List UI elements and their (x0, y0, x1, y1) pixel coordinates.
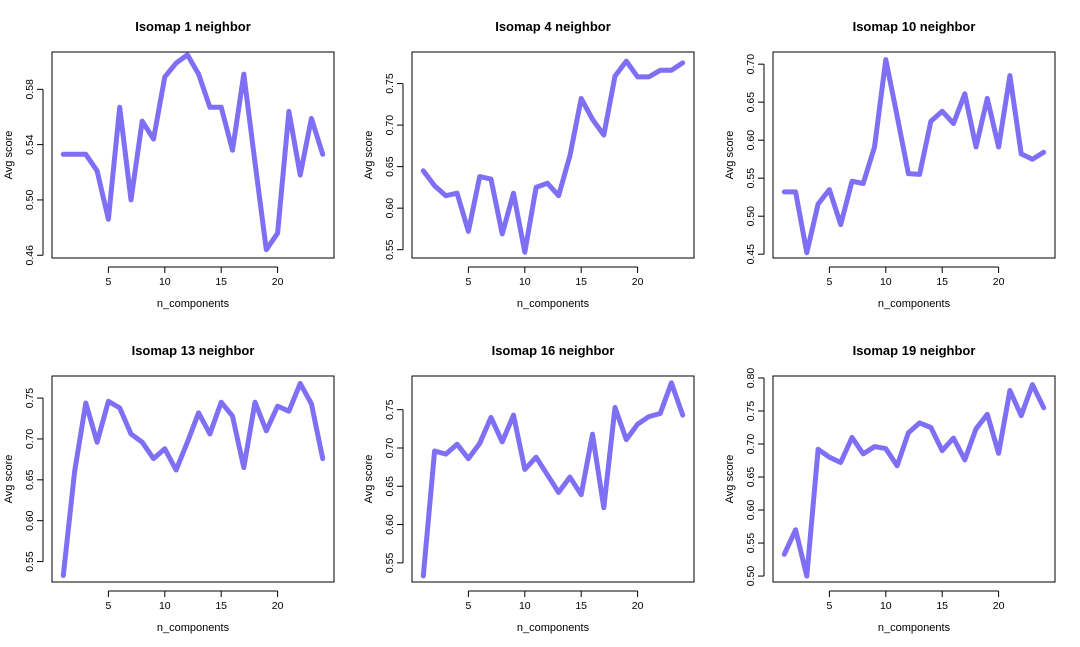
chart-title: Isomap 10 neighbor (853, 19, 976, 34)
x-tick-label: 20 (272, 600, 284, 612)
x-tick-label: 5 (826, 276, 832, 288)
series-line (781, 382, 1047, 579)
y-tick-label: 0.54 (24, 134, 36, 155)
y-tick-label: 0.65 (745, 92, 757, 113)
y-tick-label: 0.46 (24, 245, 36, 266)
x-axis-label: n_components (878, 298, 951, 310)
x-axis-label: n_components (878, 622, 951, 634)
plot-frame (411, 375, 695, 583)
x-tick-label: 5 (105, 600, 111, 612)
y-tick-label: 0.55 (745, 533, 757, 554)
y-tick-label: 0.58 (24, 79, 36, 100)
x-tick-label: 10 (519, 276, 531, 288)
y-tick-label: 0.55 (384, 552, 396, 573)
chart-title: Isomap 16 neighbor (492, 343, 615, 358)
y-tick-label: 0.60 (384, 198, 396, 219)
y-tick-label: 0.75 (745, 401, 757, 422)
x-tick-label: 20 (632, 276, 644, 288)
y-tick-label: 0.45 (745, 244, 757, 265)
y-tick-label: 0.55 (745, 168, 757, 189)
x-tick-label: 5 (465, 276, 471, 288)
x-tick-label: 20 (993, 600, 1005, 612)
y-axis-label: Avg score (3, 131, 15, 180)
y-tick-label: 0.70 (745, 434, 757, 455)
y-tick-label: 0.65 (384, 476, 396, 497)
x-tick-label: 10 (159, 276, 171, 288)
x-tick-label: 10 (159, 600, 171, 612)
y-tick-label: 0.55 (24, 551, 36, 572)
x-tick-label: 5 (465, 600, 471, 612)
x-tick-label: 10 (880, 600, 892, 612)
x-tick-label: 15 (215, 276, 227, 288)
y-tick-label: 0.75 (24, 388, 36, 409)
y-tick-label: 0.70 (384, 438, 396, 459)
chart-panel: Isomap 1 neighbor 5 10 15 20 0.46 0.50 0.54 0.58… (3, 19, 335, 310)
chart-panel: Isomap 16 neighbor 5 10 15 20 0.55 0.60 0.65 0.7… (363, 343, 695, 634)
y-tick-label: 0.65 (24, 469, 36, 490)
y-tick-label: 0.65 (384, 156, 396, 177)
y-tick-label: 0.50 (745, 206, 757, 227)
x-axis-label: n_components (517, 298, 590, 310)
y-tick-label: 0.55 (384, 239, 396, 260)
y-tick-label: 0.80 (745, 368, 757, 389)
plot-frame (772, 375, 1056, 583)
y-tick-label: 0.60 (745, 130, 757, 151)
y-axis-label: Avg score (363, 131, 375, 180)
series-line (420, 380, 686, 579)
series-line (420, 58, 686, 255)
y-tick-label: 0.70 (745, 54, 757, 75)
y-tick-label: 0.60 (745, 500, 757, 521)
series-line (60, 52, 326, 253)
y-axis-label: Avg score (3, 455, 15, 504)
x-tick-label: 15 (936, 600, 948, 612)
x-axis-label: n_components (157, 622, 230, 634)
y-tick-label: 0.70 (384, 115, 396, 136)
x-tick-label: 15 (575, 276, 587, 288)
x-tick-label: 20 (993, 276, 1005, 288)
y-axis-label: Avg score (363, 455, 375, 504)
plot-frame (772, 51, 1056, 259)
plot-frame (51, 51, 335, 259)
x-tick-label: 20 (272, 276, 284, 288)
series-line (60, 380, 326, 578)
x-axis-label: n_components (157, 298, 230, 310)
y-tick-label: 0.60 (384, 514, 396, 535)
x-axis-label: n_components (517, 622, 590, 634)
chart-panel: Isomap 10 neighbor 5 10 15 20 0.45 0.50 0.55 0.6… (724, 19, 1056, 310)
plot-frame (411, 51, 695, 259)
x-tick-label: 15 (215, 600, 227, 612)
y-tick-label: 0.75 (384, 73, 396, 94)
x-tick-label: 15 (936, 276, 948, 288)
y-tick-label: 0.50 (745, 566, 757, 587)
y-tick-label: 0.75 (384, 399, 396, 420)
y-tick-label: 0.70 (24, 429, 36, 450)
chart-title: Isomap 4 neighbor (495, 19, 611, 34)
x-tick-label: 5 (826, 600, 832, 612)
x-tick-label: 5 (105, 276, 111, 288)
y-tick-label: 0.65 (745, 467, 757, 488)
y-tick-label: 0.60 (24, 510, 36, 531)
x-tick-label: 15 (575, 600, 587, 612)
chart-panel: Isomap 4 neighbor 5 10 15 20 0.55 0.60 0.65 0.70… (363, 19, 695, 310)
chart-panel: Isomap 13 neighbor 5 10 15 20 0.55 0.60 0.65 0.7… (3, 343, 335, 634)
plot-frame (51, 375, 335, 583)
chart-title: Isomap 19 neighbor (853, 343, 976, 358)
y-axis-label: Avg score (724, 131, 736, 180)
y-axis-label: Avg score (724, 455, 736, 504)
x-tick-label: 10 (519, 600, 531, 612)
chart-panel: Isomap 19 neighbor 5 10 15 20 0.50 0.55 0.60 0.6… (724, 343, 1056, 634)
series-line (781, 57, 1047, 256)
x-tick-label: 20 (632, 600, 644, 612)
x-tick-label: 10 (880, 276, 892, 288)
chart-title: Isomap 13 neighbor (132, 343, 255, 358)
y-tick-label: 0.50 (24, 190, 36, 211)
chart-title: Isomap 1 neighbor (135, 19, 251, 34)
